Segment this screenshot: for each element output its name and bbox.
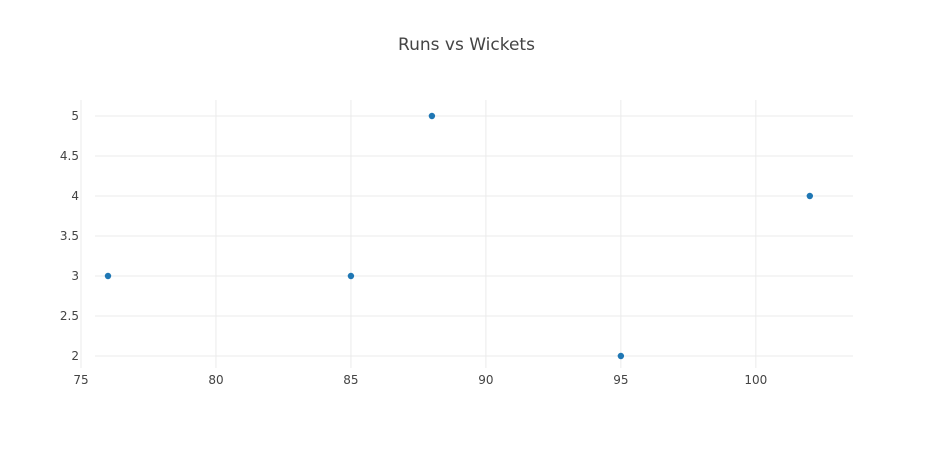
x-tick-label: 100	[744, 373, 767, 387]
y-tick-label: 4.5	[60, 149, 79, 163]
gridlines	[80, 100, 853, 368]
scatter-point[interactable]	[104, 272, 112, 280]
data-points	[104, 112, 814, 360]
y-tick-label: 3	[71, 269, 79, 283]
y-tick-label: 3.5	[60, 229, 79, 243]
x-axis-ticks: 75 80 85 90 95 100	[73, 373, 767, 387]
y-tick-label: 2.5	[60, 309, 79, 323]
scatter-point[interactable]	[806, 192, 814, 200]
x-tick-label: 95	[613, 373, 628, 387]
x-tick-label: 75	[73, 373, 88, 387]
x-tick-label: 90	[478, 373, 493, 387]
scatter-point[interactable]	[347, 272, 355, 280]
y-tick-label: 4	[71, 189, 79, 203]
scatter-point[interactable]	[428, 112, 436, 120]
scatter-point[interactable]	[617, 352, 625, 360]
y-tick-label: 2	[71, 349, 79, 363]
chart-title: Runs vs Wickets	[398, 35, 535, 55]
x-tick-label: 85	[343, 373, 358, 387]
x-tick-label: 80	[208, 373, 223, 387]
y-axis-ticks: 2 2.5 3 3.5 4 4.5 5	[60, 109, 79, 363]
y-tick-label: 5	[71, 109, 79, 123]
